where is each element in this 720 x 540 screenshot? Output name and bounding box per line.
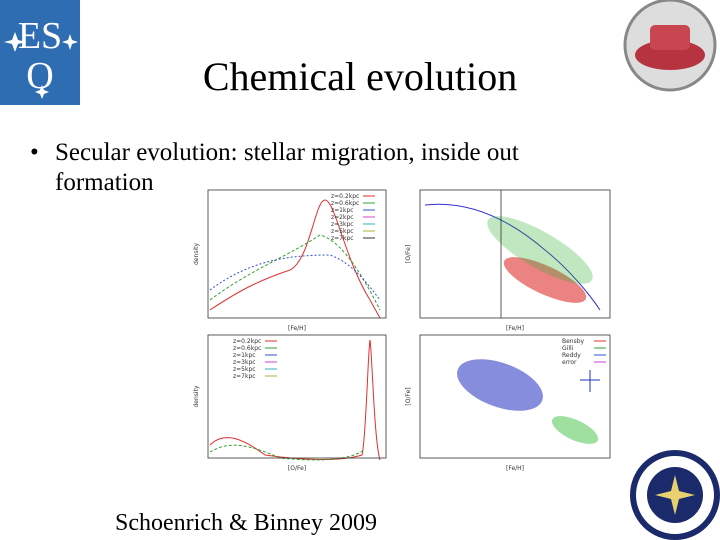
legend-label: z=1kpc [233,352,256,359]
curve [209,234,381,311]
legend-label: z=0.2kpc [233,338,261,345]
legend-label: z=2kpc [331,214,354,221]
legend-label: z=3kpc [233,359,256,366]
y-axis-label: [O/Fe] [405,387,412,405]
legend-label: z=5kpc [233,366,256,373]
bullet-text: formation [55,169,154,196]
star [62,34,78,50]
legend-label: Reddy [562,352,581,359]
y-axis-label: density [193,385,200,407]
figure [195,186,615,476]
panel-frame [419,189,611,319]
legend-label: z=0.2kpc [331,193,359,200]
logo-text: ES [18,15,62,57]
citation: Schoenrich & Binney 2009 [115,510,377,536]
bullet-mark: • [30,139,39,166]
legend-label: z=5kpc [331,228,354,235]
point-cloud [487,216,593,284]
figure-bg [195,186,615,476]
star [4,32,26,52]
curve [209,339,381,461]
legend-label: Bensby [562,338,585,345]
legend-label: Gilli [562,345,574,352]
x-axis-label: [Fe/H] [506,325,524,332]
logo-box [0,0,80,105]
star [35,85,49,99]
y-axis-label: density [193,243,200,265]
bullet-text: Secular evolution: stellar migration, in… [55,139,519,166]
legend-label: z=0.6kpc [233,345,261,352]
iac-seal [630,450,720,540]
legend-label: z=0.6kpc [331,200,359,207]
curve [209,199,381,319]
point-cloud [457,359,543,411]
point-cloud [551,416,599,444]
x-axis-label: [Fe/H] [288,325,306,332]
panel-frame [207,334,387,459]
panel-frame [207,189,387,319]
legend-label: z=3kpc [331,221,354,228]
point-cloud [503,257,587,303]
curve [209,254,381,301]
curve [424,203,601,311]
x-axis-label: [Fe/H] [506,465,524,472]
panel-frame [419,334,611,459]
legend-label: error [562,359,577,366]
emblem-shape [650,25,690,50]
emblem [623,0,717,92]
seal-star [655,475,695,515]
eso-logo: ES O [0,0,80,105]
legend-label: z=1kpc [331,207,354,214]
title: Chemical evolution [203,54,517,99]
legend-label: z=7kpc [331,235,354,242]
y-axis-label: [O/Fe] [405,245,412,263]
x-axis-label: [O/Fe] [288,465,306,472]
legend-label: z=7kpc [233,373,256,380]
curve [209,444,365,461]
